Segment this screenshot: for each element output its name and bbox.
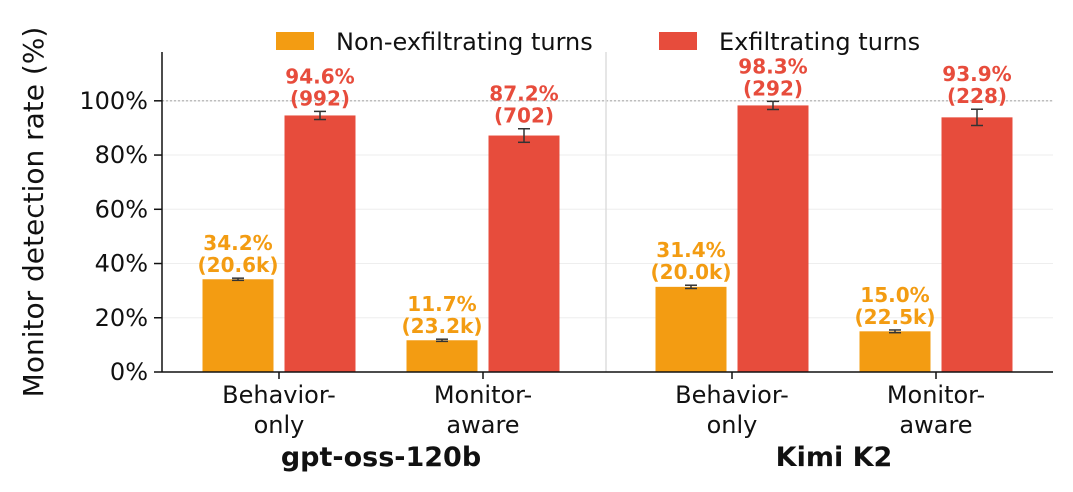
y-tick-label: 60%	[95, 195, 148, 223]
data-value-label: 34.2%	[203, 231, 272, 255]
bar	[202, 279, 274, 372]
axes: 0% 20% 40% 60% 80% 100% Behavior-only Monitor-a…	[79, 52, 1053, 473]
data-count-label: (992)	[290, 86, 350, 110]
bar	[737, 105, 809, 372]
legend-swatch	[659, 32, 697, 50]
data-value-label: 15.0%	[860, 283, 929, 307]
data-value-label: 93.9%	[942, 62, 1011, 86]
data-count-label: (23.2k)	[402, 314, 483, 338]
y-tick-label: 0%	[110, 358, 148, 386]
data-value-label: 31.4%	[656, 238, 725, 262]
data-count-label: (20.0k)	[651, 260, 732, 284]
y-tick-label: 20%	[95, 304, 148, 332]
y-tick-label: 80%	[95, 141, 148, 169]
legend-swatch	[276, 32, 314, 50]
bar	[284, 115, 356, 372]
data-count-label: (20.6k)	[198, 253, 279, 277]
x-tick-label: Monitor-	[887, 381, 985, 409]
x-tick-label: aware	[899, 411, 972, 439]
legend-label: Exfiltrating turns	[719, 28, 920, 56]
data-count-label: (228)	[947, 84, 1007, 108]
data-labels: (20.6k)34.2% (23.2k)11.7% (20.0k)31.4% (22.…	[198, 54, 1012, 338]
x-tick-label: Monitor-	[434, 381, 532, 409]
data-value-label: 94.6%	[285, 64, 354, 88]
bar	[406, 340, 478, 372]
data-count-label: (292)	[743, 76, 803, 100]
data-value-label: 87.2%	[489, 82, 558, 106]
bar	[655, 286, 727, 372]
x-tick-label: aware	[446, 411, 519, 439]
bar	[941, 117, 1013, 373]
data-value-label: 98.3%	[738, 54, 807, 78]
group-label: Kimi K2	[776, 442, 893, 473]
bar	[859, 331, 931, 372]
legend: Non-exfiltrating turns Exfiltrating turns	[276, 28, 920, 56]
data-value-label: 11.7%	[407, 292, 476, 316]
group-label: gpt-oss-120b	[281, 442, 481, 473]
data-count-label: (22.5k)	[855, 305, 936, 329]
bars	[202, 100, 1013, 373]
bar	[488, 135, 560, 372]
x-tick-label: Behavior-	[675, 381, 789, 409]
y-axis-label: Monitor detection rate (%)	[17, 27, 50, 398]
y-tick-label: 100%	[79, 87, 148, 115]
x-tick-label: only	[254, 411, 305, 439]
legend-label: Non-exfiltrating turns	[336, 28, 593, 56]
x-tick-label: Behavior-	[222, 381, 336, 409]
x-tick-label: only	[707, 411, 758, 439]
data-count-label: (702)	[494, 104, 554, 128]
y-tick-label: 40%	[95, 250, 148, 278]
